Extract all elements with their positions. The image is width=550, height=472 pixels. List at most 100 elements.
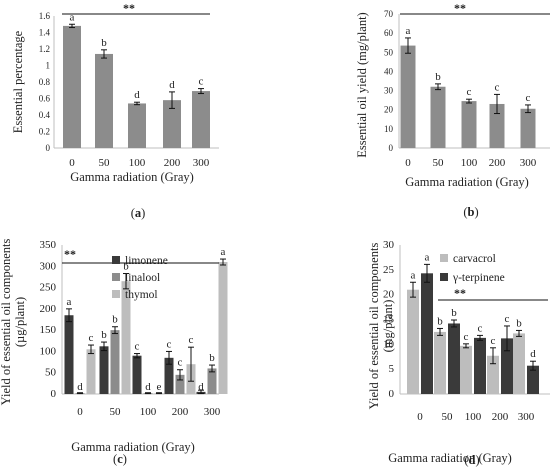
significance-letter-b: c (467, 86, 472, 98)
y-tick-label-b: 20 (384, 105, 394, 115)
bar-d-carvacrol-100 (460, 345, 472, 394)
bar-c-limonene-100 (132, 355, 142, 394)
bar-a-series-0 (63, 25, 81, 148)
bar-c-limonene-200 (164, 357, 174, 394)
y-tick-label-d: 10 (383, 338, 395, 350)
x-tick-label-a: 100 (129, 157, 146, 169)
y-tick-label-c: 300 (40, 260, 57, 272)
y-tick-label-d: 30 (383, 239, 395, 251)
panel-label-b: (b) (463, 205, 478, 219)
significance-letter-a: d (169, 79, 175, 91)
x-tick-label-a: 50 (99, 157, 111, 169)
y-tick-label-d: 25 (383, 264, 395, 276)
significance-letter-d: b (516, 317, 522, 329)
x-tick-label-d: 0 (417, 411, 423, 423)
bar-c-linalool-50 (110, 330, 120, 394)
y-tick-label-d: 0 (389, 388, 395, 400)
x-tick-label-d: 200 (492, 411, 509, 423)
y-tick-label-a: 1.6 (39, 11, 51, 21)
y-tick-label-c: 100 (40, 345, 57, 357)
significance-stars-d: ** (454, 286, 466, 300)
y-tick-label-b: 10 (384, 124, 394, 134)
bar-d-γ-terpinene-0 (421, 273, 433, 394)
bar-d-carvacrol-200 (487, 355, 499, 394)
x-axis-label-c: Gamma radiation (Gray) (71, 440, 195, 454)
legend-label-c: linalool (125, 272, 160, 284)
bar-d-carvacrol-50 (434, 331, 446, 394)
bar-a-series-50 (95, 53, 113, 149)
bar-c-thymol-50 (121, 281, 131, 394)
y-tick-label-a: 0.8 (39, 77, 51, 87)
significance-letter-c: c (167, 338, 172, 350)
significance-letter-b: a (406, 25, 411, 37)
y-tick-label-b: 70 (384, 9, 394, 19)
legend-swatch-d (440, 273, 448, 281)
bar-a-series-200 (163, 100, 181, 148)
significance-letter-a: b (101, 37, 107, 49)
y-tick-label-d: 5 (389, 363, 395, 375)
panel-label-c: (c) (113, 452, 127, 466)
significance-stars-c: ** (64, 247, 76, 261)
y-tick-label-a: 0 (46, 143, 51, 153)
bar-d-carvacrol-0 (407, 289, 419, 394)
significance-letter-c: b (123, 261, 129, 273)
x-tick-label-c: 0 (77, 406, 83, 418)
y-tick-label-d: 15 (383, 314, 395, 326)
significance-letter-c: d (77, 381, 83, 393)
y-tick-label-a: 1.4 (39, 28, 51, 38)
x-tick-label-c: 50 (110, 406, 122, 418)
bar-d-γ-terpinene-50 (448, 323, 460, 394)
significance-letter-d: c (478, 322, 483, 334)
x-tick-label-b: 300 (520, 157, 537, 169)
x-tick-label-a: 200 (164, 157, 181, 169)
y-axis-label-line2-c: (µg/plant) (13, 297, 27, 347)
y-axis-label-b: Essential oil yield (mg/plant) (355, 12, 369, 157)
y-tick-label-b: 40 (384, 66, 394, 76)
bar-d-γ-terpinene-100 (474, 337, 486, 394)
bar-c-thymol-0 (86, 349, 96, 394)
bar-d-carvacrol-300 (513, 333, 525, 394)
y-tick-label-c: 200 (40, 303, 57, 315)
x-tick-label-d: 300 (518, 411, 535, 423)
significance-letter-c: e (157, 381, 162, 393)
x-tick-label-b: 50 (433, 157, 445, 169)
bar-c-linalool-300 (207, 368, 217, 394)
y-tick-label-b: 0 (389, 143, 394, 153)
legend-label-d: γ-terpinene (452, 272, 505, 284)
significance-letter-c: c (189, 334, 194, 346)
bar-b-series-300 (520, 108, 536, 148)
significance-letter-d: a (425, 251, 430, 263)
bar-b-series-100 (461, 101, 477, 148)
x-tick-label-d: 50 (442, 411, 454, 423)
panel-label-d: (d) (464, 453, 479, 467)
legend-swatch-c (112, 273, 120, 281)
y-tick-label-a: 0.6 (39, 94, 51, 104)
x-tick-label-c: 100 (140, 406, 157, 418)
legend-swatch-d (440, 254, 448, 262)
y-tick-label-c: 50 (45, 367, 57, 379)
significance-letter-c: c (135, 341, 140, 353)
y-tick-label-d: 20 (383, 289, 395, 301)
y-tick-label-b: 60 (384, 28, 394, 38)
x-tick-label-c: 200 (172, 406, 189, 418)
x-axis-label-d: Gamma radiation (Gray) (388, 451, 512, 465)
y-tick-label-c: 0 (51, 388, 57, 400)
significance-letter-c: a (67, 296, 72, 308)
significance-letter-a: a (70, 11, 75, 23)
significance-letter-d: c (464, 331, 469, 343)
bar-c-linalool-200 (175, 374, 185, 394)
y-tick-label-a: 0.2 (39, 127, 50, 137)
x-tick-label-b: 100 (461, 157, 478, 169)
significance-letter-c: b (101, 329, 107, 341)
x-tick-label-a: 300 (193, 157, 210, 169)
y-tick-label-a: 1.2 (39, 44, 50, 54)
significance-letter-b: c (495, 81, 500, 93)
significance-letter-d: a (411, 269, 416, 281)
legend-label-d: carvacrol (453, 253, 496, 265)
legend-swatch-c (112, 256, 120, 264)
bar-d-γ-terpinene-200 (501, 338, 513, 394)
panel-label-a: (a) (131, 206, 146, 220)
significance-letter-c: c (178, 357, 183, 369)
x-tick-label-c: 300 (204, 406, 221, 418)
